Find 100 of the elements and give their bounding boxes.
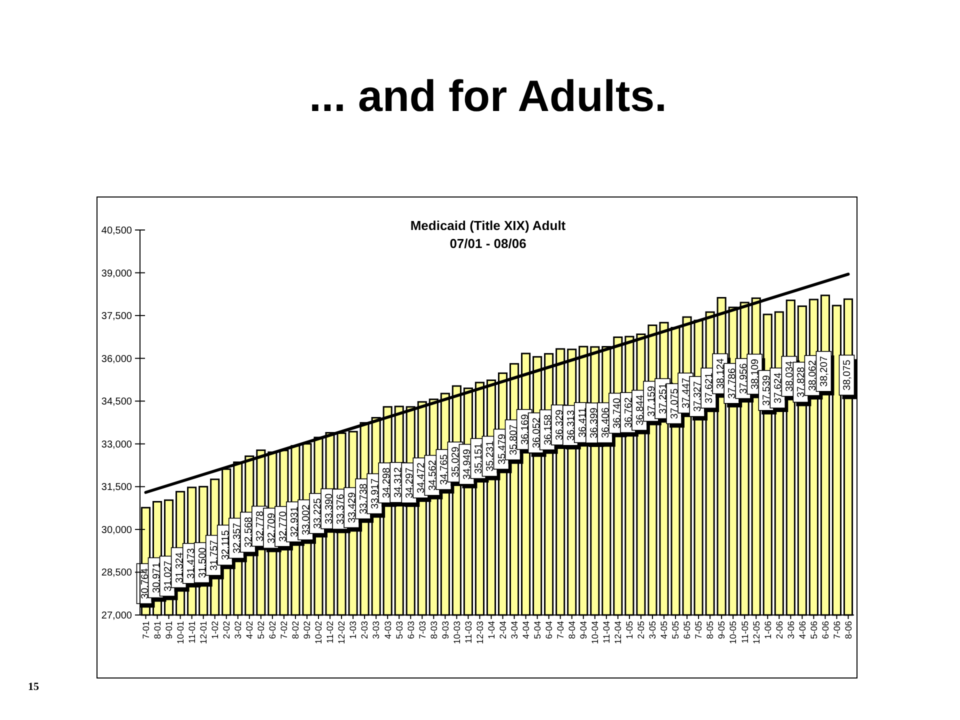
text: 15 <box>28 681 40 693</box>
x-tick-label: 4-06 <box>797 621 808 640</box>
data-label: 36,158 <box>542 414 554 446</box>
x-tick-label: 3-04 <box>509 621 520 640</box>
x-tick-label: 3-06 <box>786 621 796 640</box>
y-tick-label: 27,000 <box>101 610 132 622</box>
x-tick-label: 8-05 <box>705 621 716 640</box>
x-tick-label: 5-03 <box>394 621 404 640</box>
data-label: 34,472 <box>416 462 428 494</box>
data-label: 38,034 <box>784 360 796 392</box>
x-tick-label: 1-04 <box>486 621 496 640</box>
data-label: 35,151 <box>474 442 485 474</box>
x-tick-label: 12-03 <box>474 621 485 644</box>
data-label: 30,971 <box>151 562 162 594</box>
x-tick-label: 11-03 <box>463 621 474 644</box>
data-label: 37,447 <box>681 377 692 408</box>
chart-title: Medicaid (Title XIX) Adult <box>410 218 566 233</box>
data-label: 36,329 <box>554 409 566 440</box>
x-tick-label: 8-03 <box>428 621 439 640</box>
text: ... and for Adults. <box>309 72 667 121</box>
x-tick-label: 9-03 <box>440 621 450 640</box>
x-tick-label: 7-06 <box>832 621 842 640</box>
x-tick-label: 2-04 <box>498 621 508 640</box>
x-tick-label: 9-05 <box>716 621 727 640</box>
x-tick-label: 11-04 <box>602 621 612 644</box>
x-tick-label: 10-05 <box>728 621 738 644</box>
y-tick-label: 40,500 <box>101 226 132 236</box>
data-label: 34,562 <box>428 460 439 491</box>
data-label: 37,624 <box>773 372 784 404</box>
data-label: 36,762 <box>623 396 634 428</box>
data-label: 34,765 <box>439 454 450 485</box>
data-label: 37,786 <box>727 368 738 399</box>
data-label: 35,231 <box>485 440 496 472</box>
x-tick-label: 6-03 <box>406 621 416 640</box>
data-label: 32,931 <box>289 506 300 538</box>
data-label: 33,738 <box>358 483 370 514</box>
data-label: 37,956 <box>738 362 750 394</box>
data-label: 37,828 <box>796 366 808 398</box>
x-tick-label: 7-01 <box>140 621 151 640</box>
x-tick-label: 3-03 <box>371 621 382 640</box>
data-label: 34,297 <box>404 467 416 498</box>
x-tick-label: 9-02 <box>302 621 312 640</box>
x-tick-label: 11-02 <box>325 621 336 644</box>
x-tick-label: 11-05 <box>740 621 750 644</box>
x-tick-label: 10-04 <box>590 621 600 644</box>
data-label: 36,399 <box>588 407 600 438</box>
y-tick-label: 36,000 <box>101 354 132 365</box>
data-label: 33,376 <box>336 493 347 524</box>
data-label: 32,709 <box>266 512 278 544</box>
x-tick-label: 10-03 <box>452 621 462 644</box>
data-label: 36,411 <box>577 407 588 438</box>
data-label: 32,770 <box>278 510 289 542</box>
data-label: 37,159 <box>646 386 658 417</box>
x-tick-label: 2-06 <box>774 621 784 640</box>
x-tick-label: 4-04 <box>520 621 531 640</box>
x-tick-label: 8-06 <box>843 621 854 640</box>
data-label: 37,327 <box>692 380 704 412</box>
x-tick-label: 7-05 <box>694 621 704 640</box>
x-tick-label: 5-05 <box>670 621 681 640</box>
x-tick-label: 11-01 <box>186 621 197 644</box>
data-label: 37,539 <box>762 374 773 406</box>
data-label: 34,312 <box>393 466 404 498</box>
x-tick-label: 6-06 <box>820 621 830 640</box>
y-tick-label: 28,500 <box>101 568 132 579</box>
data-label: 38,124 <box>716 358 727 390</box>
x-tick-label: 7-02 <box>279 621 290 640</box>
y-tick-label: 30,000 <box>101 524 132 536</box>
data-label: 31,027 <box>162 560 174 592</box>
data-label: 36,052 <box>531 417 542 448</box>
x-tick-label: 12-01 <box>198 621 208 644</box>
data-label: 34,298 <box>382 467 393 498</box>
y-tick-label: 34,500 <box>101 396 132 408</box>
x-tick-label: 9-04 <box>578 621 589 640</box>
x-tick-label: 12-05 <box>751 621 762 644</box>
x-tick-label: 4-05 <box>659 621 670 640</box>
data-label: 38,109 <box>750 358 762 390</box>
x-tick-label: 1-05 <box>624 621 635 640</box>
y-tick-label: 31,500 <box>101 482 132 494</box>
data-label: 33,917 <box>370 478 382 510</box>
data-label: 31,757 <box>208 540 220 571</box>
x-tick-label: 2-02 <box>222 621 232 640</box>
x-tick-label: 1-03 <box>348 621 358 640</box>
data-label: 31,500 <box>197 546 208 578</box>
data-label: 31,324 <box>174 552 186 583</box>
data-label: 36,740 <box>612 398 623 429</box>
data-label: 31,473 <box>186 548 197 579</box>
x-tick-label: 9-01 <box>164 621 174 640</box>
x-tick-label: 4-03 <box>382 621 393 640</box>
y-tick-label: 33,000 <box>101 439 132 450</box>
x-tick-label: 1-06 <box>762 621 773 640</box>
data-label: 30,764 <box>140 568 151 599</box>
data-label: 35,029 <box>450 446 462 478</box>
x-tick-label: 3-05 <box>648 621 658 640</box>
x-tick-label: 12-04 <box>613 621 624 644</box>
data-label: 36,406 <box>600 407 612 438</box>
data-label: 34,949 <box>462 448 474 480</box>
data-label: 33,225 <box>312 498 324 529</box>
data-label: 37,621 <box>704 372 716 404</box>
data-label: 32,357 <box>232 522 243 554</box>
x-tick-label: 5-06 <box>808 621 819 640</box>
